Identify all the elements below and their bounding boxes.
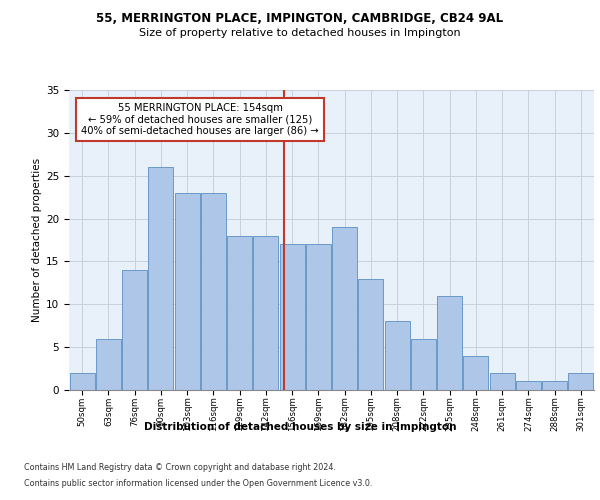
Y-axis label: Number of detached properties: Number of detached properties — [32, 158, 42, 322]
Bar — [201, 193, 226, 390]
Text: Distribution of detached houses by size in Impington: Distribution of detached houses by size … — [144, 422, 456, 432]
Bar — [516, 382, 541, 390]
Bar — [463, 356, 488, 390]
Bar — [437, 296, 462, 390]
Bar — [122, 270, 147, 390]
Text: 55 MERRINGTON PLACE: 154sqm
← 59% of detached houses are smaller (125)
40% of se: 55 MERRINGTON PLACE: 154sqm ← 59% of det… — [82, 103, 319, 136]
Bar — [332, 227, 357, 390]
Bar — [253, 236, 278, 390]
Text: 55, MERRINGTON PLACE, IMPINGTON, CAMBRIDGE, CB24 9AL: 55, MERRINGTON PLACE, IMPINGTON, CAMBRID… — [97, 12, 503, 26]
Bar — [227, 236, 252, 390]
Bar — [175, 193, 200, 390]
Text: Size of property relative to detached houses in Impington: Size of property relative to detached ho… — [139, 28, 461, 38]
Bar — [411, 338, 436, 390]
Text: Contains public sector information licensed under the Open Government Licence v3: Contains public sector information licen… — [24, 479, 373, 488]
Bar — [280, 244, 305, 390]
Bar — [490, 373, 515, 390]
Bar — [568, 373, 593, 390]
Bar — [358, 278, 383, 390]
Text: Contains HM Land Registry data © Crown copyright and database right 2024.: Contains HM Land Registry data © Crown c… — [24, 462, 336, 471]
Bar — [385, 322, 410, 390]
Bar — [306, 244, 331, 390]
Bar — [542, 382, 567, 390]
Bar — [70, 373, 95, 390]
Bar — [96, 338, 121, 390]
Bar — [148, 167, 173, 390]
